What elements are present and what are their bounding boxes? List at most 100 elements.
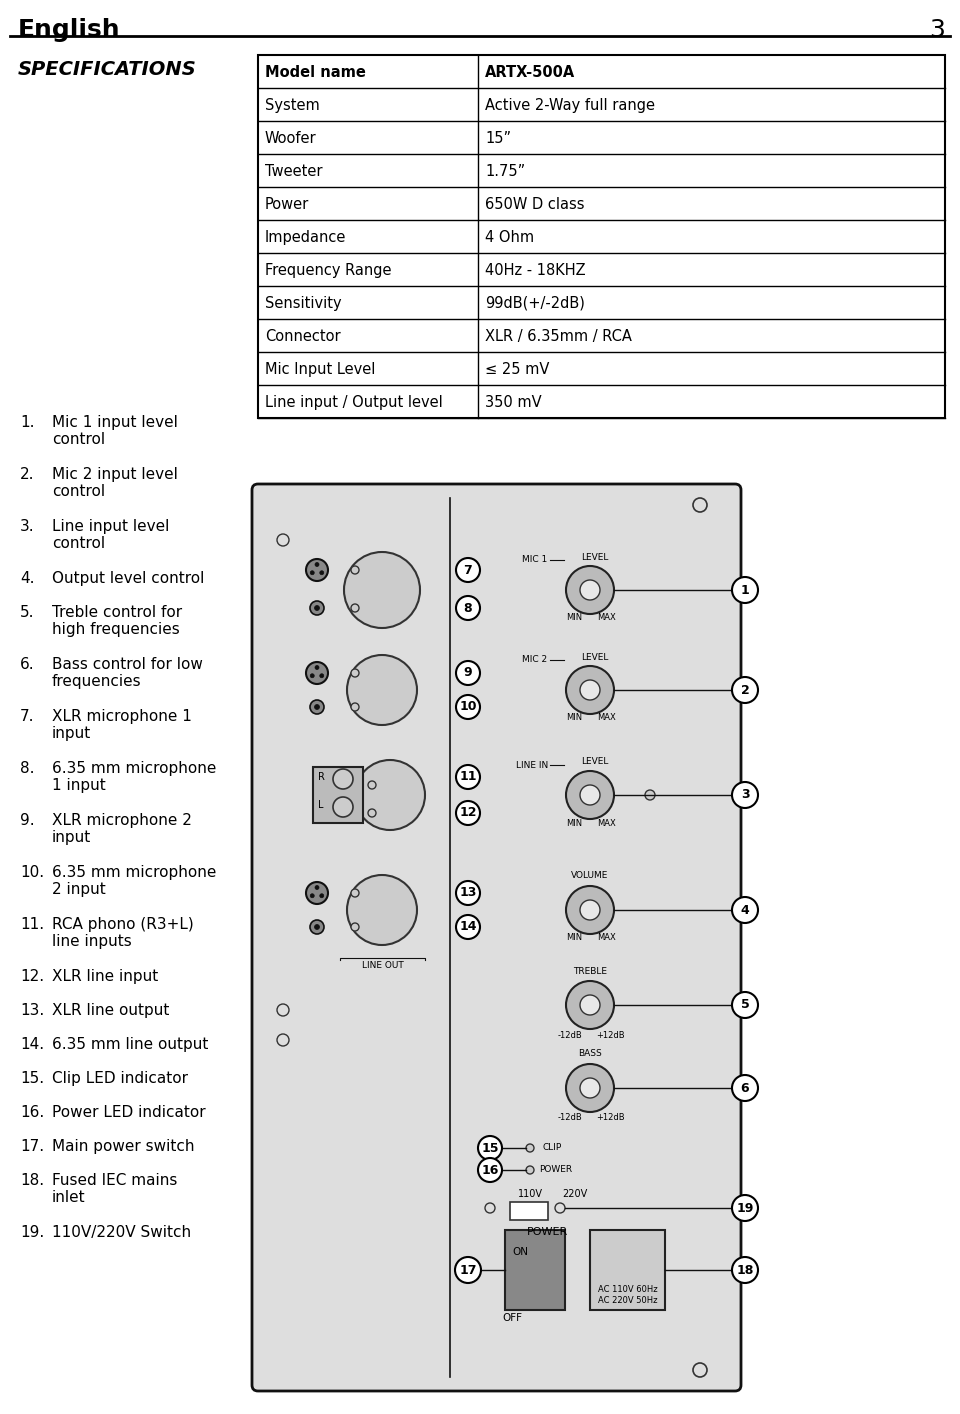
Text: 3: 3 xyxy=(929,18,945,42)
Text: 4.: 4. xyxy=(20,571,35,585)
Text: 11.: 11. xyxy=(20,918,44,932)
Circle shape xyxy=(566,981,614,1029)
Text: XLR / 6.35mm / RCA: XLR / 6.35mm / RCA xyxy=(485,329,632,344)
Text: Frequency Range: Frequency Range xyxy=(265,263,392,279)
Circle shape xyxy=(310,571,314,574)
Text: Main power switch: Main power switch xyxy=(52,1140,195,1154)
Circle shape xyxy=(456,559,480,583)
Circle shape xyxy=(456,915,480,939)
Text: +12dB: +12dB xyxy=(596,1031,624,1039)
Text: 4 Ohm: 4 Ohm xyxy=(485,230,534,245)
Text: 14: 14 xyxy=(459,921,477,933)
Text: 17.: 17. xyxy=(20,1140,44,1154)
Text: MIN: MIN xyxy=(566,933,582,943)
Circle shape xyxy=(320,673,324,677)
Text: Active 2-Way full range: Active 2-Way full range xyxy=(485,98,655,113)
Circle shape xyxy=(732,993,758,1018)
Circle shape xyxy=(456,881,480,905)
Text: Impedance: Impedance xyxy=(265,230,347,245)
Text: MIC 1: MIC 1 xyxy=(522,556,547,564)
Text: 18: 18 xyxy=(736,1264,754,1277)
Circle shape xyxy=(732,577,758,602)
Text: Line input level
control: Line input level control xyxy=(52,519,169,551)
Text: 6: 6 xyxy=(741,1082,750,1094)
Circle shape xyxy=(456,595,480,619)
Bar xyxy=(258,55,945,419)
Text: 14.: 14. xyxy=(20,1036,44,1052)
Text: 110V/220V Switch: 110V/220V Switch xyxy=(52,1225,191,1240)
Text: 15: 15 xyxy=(481,1141,499,1154)
Circle shape xyxy=(347,655,417,725)
Circle shape xyxy=(580,1077,600,1099)
Text: XLR microphone 1
input: XLR microphone 1 input xyxy=(52,708,192,741)
Text: Woofer: Woofer xyxy=(265,132,317,146)
Circle shape xyxy=(355,759,425,830)
Circle shape xyxy=(732,782,758,807)
Text: 6.35 mm microphone
1 input: 6.35 mm microphone 1 input xyxy=(52,761,216,793)
Circle shape xyxy=(347,875,417,945)
Text: 16: 16 xyxy=(481,1164,498,1176)
Text: OFF: OFF xyxy=(502,1314,522,1324)
Text: XLR microphone 2
input: XLR microphone 2 input xyxy=(52,813,192,846)
Text: MIN: MIN xyxy=(566,819,582,827)
Text: MIN: MIN xyxy=(566,714,582,723)
Text: 2: 2 xyxy=(740,683,750,697)
Text: MAX: MAX xyxy=(596,614,615,622)
Text: 8.: 8. xyxy=(20,761,35,776)
Circle shape xyxy=(478,1135,502,1159)
Text: POWER: POWER xyxy=(527,1227,568,1237)
Text: 18.: 18. xyxy=(20,1174,44,1188)
Circle shape xyxy=(693,498,707,512)
Circle shape xyxy=(732,677,758,703)
Text: LEVEL: LEVEL xyxy=(582,652,609,662)
Bar xyxy=(510,1202,548,1220)
Text: 110V: 110V xyxy=(517,1189,542,1199)
Text: Treble control for
high frequencies: Treble control for high frequencies xyxy=(52,605,182,638)
Text: LEVEL: LEVEL xyxy=(582,553,609,561)
Text: Mic Input Level: Mic Input Level xyxy=(265,362,375,378)
Circle shape xyxy=(351,889,359,896)
Text: Connector: Connector xyxy=(265,329,341,344)
Text: -12dB: -12dB xyxy=(558,1113,583,1123)
Text: ARTX-500A: ARTX-500A xyxy=(485,65,575,81)
Circle shape xyxy=(566,887,614,935)
Text: VOLUME: VOLUME xyxy=(571,871,609,881)
Text: 8: 8 xyxy=(464,601,472,615)
Text: 15.: 15. xyxy=(20,1070,44,1086)
Text: AC 110V 60Hz
AC 220V 50Hz: AC 110V 60Hz AC 220V 50Hz xyxy=(598,1285,658,1305)
Circle shape xyxy=(333,797,353,817)
Circle shape xyxy=(456,800,480,824)
Bar xyxy=(313,766,363,823)
Text: 13.: 13. xyxy=(20,1003,44,1018)
Text: Model name: Model name xyxy=(265,65,366,81)
Text: Power LED indicator: Power LED indicator xyxy=(52,1104,205,1120)
Circle shape xyxy=(306,882,328,904)
Circle shape xyxy=(580,680,600,700)
Circle shape xyxy=(580,580,600,600)
Circle shape xyxy=(333,769,353,789)
Circle shape xyxy=(732,1195,758,1222)
Text: 6.35 mm line output: 6.35 mm line output xyxy=(52,1036,208,1052)
Text: Mic 1 input level
control: Mic 1 input level control xyxy=(52,414,178,447)
Text: MIN: MIN xyxy=(566,614,582,622)
Circle shape xyxy=(310,673,314,677)
Text: LEVEL: LEVEL xyxy=(582,758,609,766)
Text: Tweeter: Tweeter xyxy=(265,164,323,180)
Circle shape xyxy=(306,559,328,581)
Text: 17: 17 xyxy=(459,1264,477,1277)
Circle shape xyxy=(277,1034,289,1046)
Text: XLR line output: XLR line output xyxy=(52,1003,169,1018)
Text: ≤ 25 mV: ≤ 25 mV xyxy=(485,362,549,378)
Text: R: R xyxy=(318,772,324,782)
Text: 3.: 3. xyxy=(20,519,35,534)
Text: LINE OUT: LINE OUT xyxy=(362,960,404,970)
Circle shape xyxy=(645,790,655,800)
Text: Line input / Output level: Line input / Output level xyxy=(265,395,443,410)
FancyBboxPatch shape xyxy=(252,484,741,1391)
Circle shape xyxy=(310,894,314,898)
Text: 5.: 5. xyxy=(20,605,35,619)
Text: MIC 2: MIC 2 xyxy=(522,656,547,665)
Text: 12: 12 xyxy=(459,806,477,820)
Circle shape xyxy=(315,704,320,710)
Text: Bass control for low
frequencies: Bass control for low frequencies xyxy=(52,658,203,690)
